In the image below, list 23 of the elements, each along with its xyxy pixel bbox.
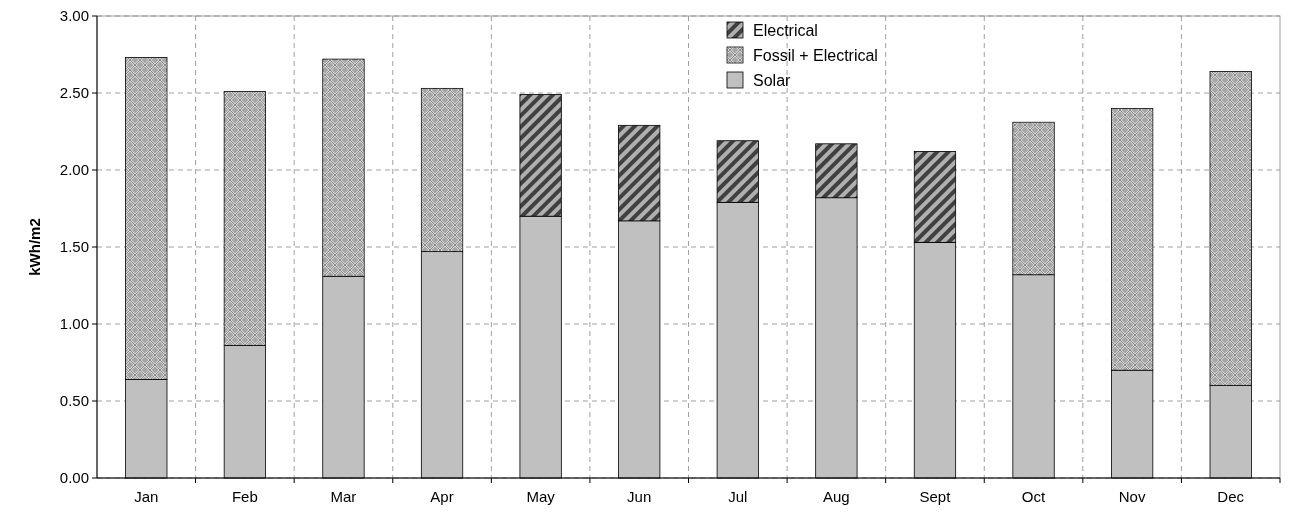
y-tick-label: 3.00 [59, 7, 89, 25]
x-tick-label: May [526, 488, 556, 505]
x-tick-label: Aug [823, 488, 850, 505]
x-tick-label: Jun [627, 488, 652, 505]
x-tick-label: Oct [1021, 488, 1047, 505]
x-tick-label: Nov [1118, 488, 1146, 505]
y-tick-label: 0.00 [59, 469, 89, 487]
y-tick-label: 2.00 [59, 161, 89, 179]
y-axis-title: kWh/m2 [26, 218, 43, 276]
y-tick-label: 0.50 [59, 392, 89, 410]
y-tick-label: 1.50 [59, 238, 89, 256]
x-tick-label: Dec [1217, 488, 1245, 505]
legend-label: Fossil + Electrical [753, 46, 878, 64]
x-tick-label: Apr [430, 488, 454, 505]
x-tick-label: Jul [728, 488, 748, 505]
legend-label: Electrical [753, 21, 818, 39]
y-tick-label: 1.00 [59, 315, 89, 333]
x-tick-label: Feb [231, 488, 258, 505]
x-tick-label: Jan [134, 488, 159, 505]
x-tick-label: Sept [919, 488, 952, 505]
x-tick-label: Mar [330, 488, 357, 505]
legend-label: Solar [753, 71, 792, 89]
y-tick-label: 2.50 [59, 84, 89, 102]
